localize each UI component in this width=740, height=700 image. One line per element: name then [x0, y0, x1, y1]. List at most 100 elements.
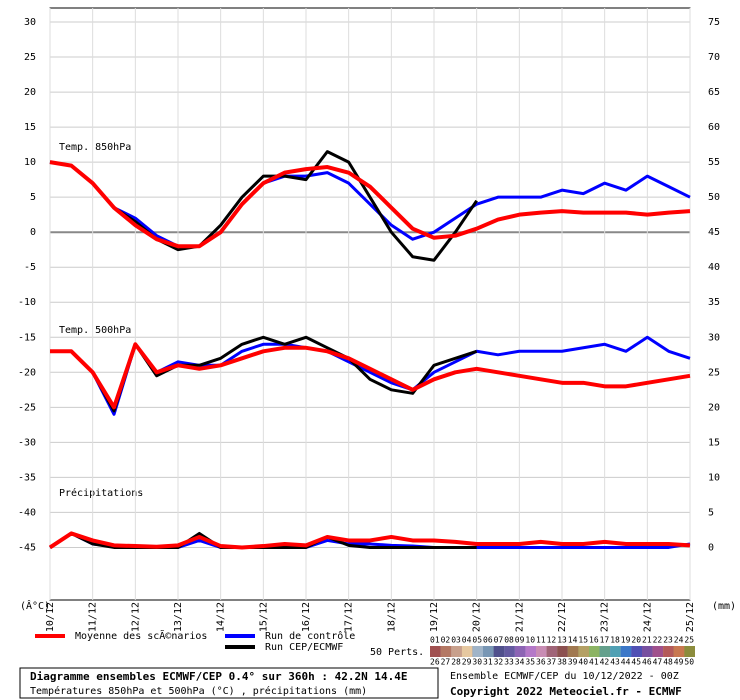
footer-copyright: Copyright 2022 Meteociel.fr - ECMWF	[450, 685, 682, 698]
perturbation-swatch	[483, 646, 494, 657]
perturbation-label: 21	[642, 636, 652, 645]
perturbation-label: 44	[621, 658, 631, 667]
y-tick-label: -25	[18, 402, 36, 413]
perturbation-label: 12	[547, 636, 557, 645]
x-tick-label: 15/12	[258, 602, 269, 632]
y-tick-label: -35	[18, 472, 36, 483]
y2-tick-label: 10	[708, 472, 720, 483]
perturbation-label: 48	[663, 658, 673, 667]
perturbation-swatch	[684, 646, 695, 657]
series-line	[48, 531, 691, 550]
perturbation-label: 06	[483, 636, 493, 645]
y-tick-label: 15	[24, 122, 36, 133]
y2-tick-label: 60	[708, 122, 720, 133]
perturbation-label: 09	[515, 636, 525, 645]
footer-subtitle: Températures 850hPa et 500hPa (°C) , pré…	[30, 685, 367, 697]
perturbation-swatch	[430, 646, 441, 657]
perturbation-label: 42	[600, 658, 610, 667]
perturbation-label: 36	[536, 658, 546, 667]
y2-tick-label: 30	[708, 332, 720, 343]
x-tick-label: 16/12	[301, 602, 312, 632]
perturbation-label: 17	[600, 636, 610, 645]
x-tick-label: 24/12	[642, 602, 653, 632]
y-tick-label: -40	[18, 507, 36, 518]
legend-label: Run de contrôle	[265, 630, 355, 642]
perturbation-label: 16	[589, 636, 599, 645]
perturbation-label: 01	[430, 636, 440, 645]
plot-frame	[49, 7, 691, 601]
perturbation-label: 19	[621, 636, 631, 645]
x-tick-label: 12/12	[130, 602, 141, 632]
perturbation-swatch	[546, 646, 558, 657]
perturbation-label: 02	[441, 636, 451, 645]
y2-tick-label: 55	[708, 157, 720, 168]
series-line	[49, 160, 691, 249]
perturbation-swatch	[514, 646, 526, 657]
y2-tick-label: 5	[708, 507, 714, 518]
perturbation-label: 20	[631, 636, 641, 645]
perturbation-label: 15	[578, 636, 588, 645]
perturbation-label: 22	[653, 636, 663, 645]
perturbation-swatch	[504, 646, 515, 657]
perturbation-swatch	[652, 646, 664, 657]
y-tick-label: -20	[18, 367, 36, 378]
y-axis-label: (Â°C)	[20, 599, 50, 612]
perturbation-label: 29	[462, 658, 472, 667]
perturbation-swatch	[599, 646, 611, 657]
y2-tick-label: 75	[708, 17, 720, 28]
y-tick-label: -45	[18, 542, 36, 553]
perturbation-label: 41	[589, 658, 599, 667]
perturbation-label: 37	[547, 658, 557, 667]
perturbation-swatch	[557, 646, 568, 657]
perturbation-swatch	[631, 646, 642, 657]
perturbation-label: 33	[504, 658, 514, 667]
y2-tick-label: 45	[708, 227, 720, 238]
y2-tick-label: 0	[708, 542, 714, 553]
perturbation-label: 39	[568, 658, 578, 667]
x-tick-label: 20/12	[472, 602, 483, 632]
y2-tick-label: 70	[708, 52, 720, 63]
perturbation-swatch	[461, 646, 473, 657]
perturbation-label: 31	[483, 658, 493, 667]
perturbation-label: 40	[578, 658, 588, 667]
perturbation-label: 13	[557, 636, 567, 645]
y-tick-label: 0	[30, 227, 36, 238]
perturbation-label: 08	[504, 636, 514, 645]
y2-tick-label: 40	[708, 262, 720, 273]
perturbation-label: 30	[472, 658, 482, 667]
legend-label: Run CEP/ECMWF	[265, 642, 343, 653]
x-tick-label: 13/12	[173, 602, 184, 632]
panel-label: Précipitations	[59, 487, 143, 499]
footer-title: Diagramme ensembles ECMWF/CEP 0.4° sur 3…	[30, 670, 408, 683]
y2-axis-label: (mm)	[712, 601, 736, 612]
perturbation-label: 45	[631, 658, 641, 667]
x-tick-label: 18/12	[386, 602, 397, 632]
y2-tick-label: 15	[708, 437, 720, 448]
perturbation-label: 34	[515, 658, 525, 667]
perturbation-swatch	[451, 646, 462, 657]
perturbation-swatch	[673, 646, 685, 657]
y-tick-label: -10	[18, 297, 36, 308]
perturbation-label: 27	[441, 658, 451, 667]
perturbation-swatch	[567, 646, 579, 657]
y-tick-label: 5	[30, 192, 36, 203]
y-tick-label: -15	[18, 332, 36, 343]
perturbation-label: 04	[462, 636, 472, 645]
y-tick-label: 10	[24, 157, 36, 168]
x-tick-label: 14/12	[216, 602, 227, 632]
y2-tick-label: 65	[708, 87, 720, 98]
legend-label: Moyenne des scÃ©narios	[75, 629, 207, 642]
y2-tick-label: 25	[708, 367, 720, 378]
perturbation-swatch	[589, 646, 600, 657]
perturbation-label: 46	[642, 658, 652, 667]
series-line	[49, 160, 691, 248]
perturbation-label: 23	[663, 636, 673, 645]
perturbation-label: 11	[536, 636, 546, 645]
perturbation-label: 10	[525, 636, 535, 645]
y2-tick-label: 50	[708, 192, 720, 203]
perturbation-swatch	[536, 646, 547, 657]
footer-run: Ensemble ECMWF/CEP du 10/12/2022 - 00Z	[450, 671, 679, 682]
perturbation-swatch	[620, 646, 632, 657]
y-tick-label: -30	[18, 437, 36, 448]
